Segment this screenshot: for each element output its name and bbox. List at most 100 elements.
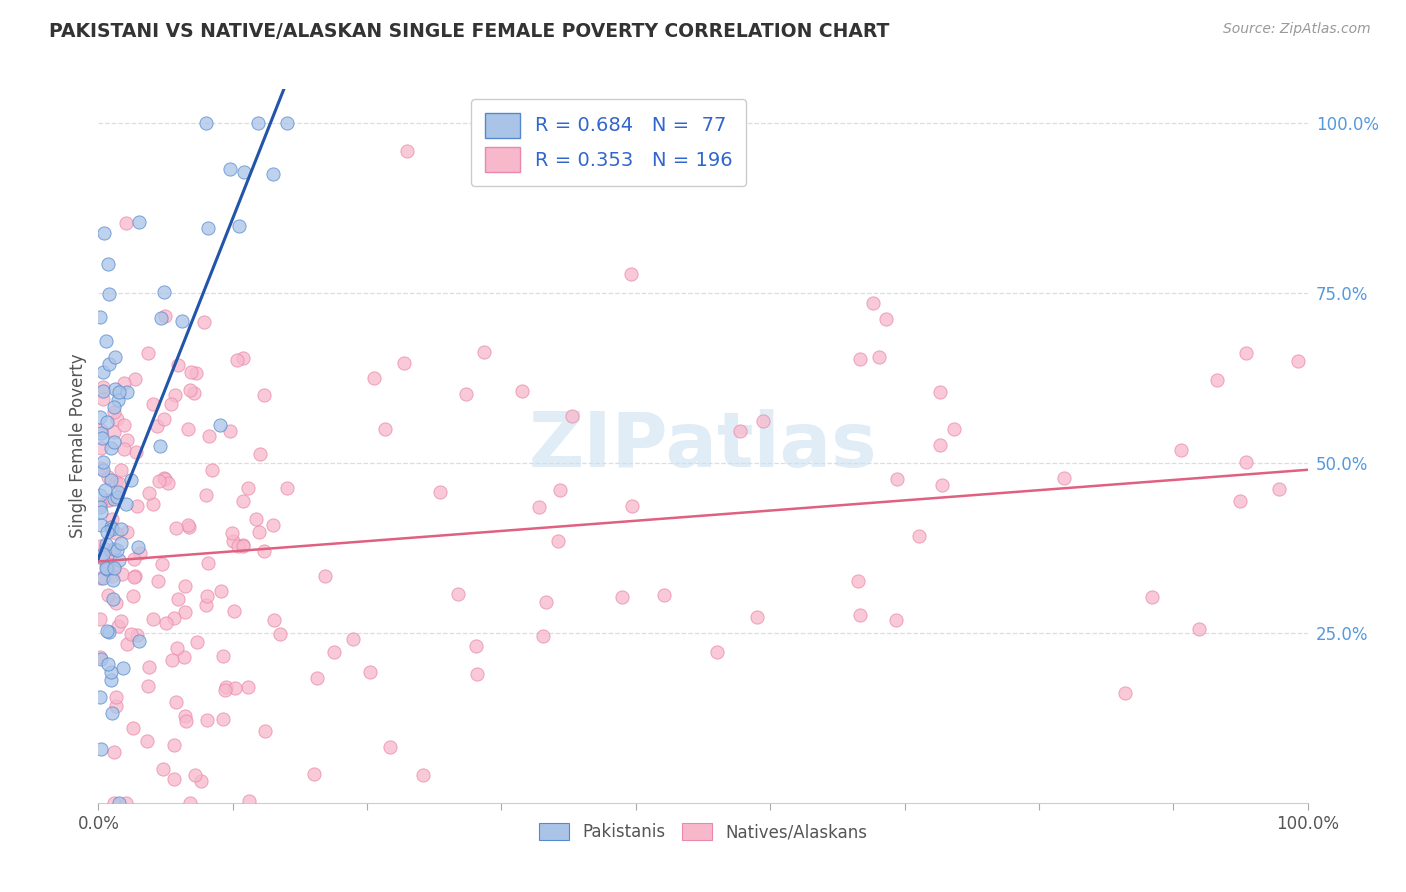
Point xyxy=(103,796,125,810)
Point xyxy=(89,500,111,514)
Point xyxy=(101,545,124,559)
Text: Source: ZipAtlas.com: Source: ZipAtlas.com xyxy=(1223,22,1371,37)
Point xyxy=(197,220,219,235)
Point xyxy=(246,116,269,130)
Point xyxy=(89,497,111,511)
Point xyxy=(98,287,121,301)
Point xyxy=(91,392,114,406)
Point xyxy=(125,628,148,642)
Point xyxy=(97,470,120,484)
Point xyxy=(97,588,120,602)
Point xyxy=(195,713,218,727)
Point xyxy=(120,473,142,487)
Point xyxy=(186,635,208,649)
Point xyxy=(166,641,188,656)
Point xyxy=(114,796,136,810)
Point xyxy=(94,334,117,348)
Point xyxy=(107,619,129,633)
Point xyxy=(115,216,138,230)
Point xyxy=(96,415,118,429)
Point xyxy=(222,534,245,549)
Point xyxy=(97,493,120,508)
Point xyxy=(262,167,284,181)
Point xyxy=(146,419,169,434)
Point xyxy=(90,426,112,441)
Point xyxy=(136,346,159,360)
Point xyxy=(142,397,165,411)
Point xyxy=(174,578,197,592)
Point xyxy=(104,382,127,396)
Point xyxy=(464,639,486,653)
Point xyxy=(138,660,160,674)
Point xyxy=(1140,591,1163,605)
Y-axis label: Single Female Poverty: Single Female Poverty xyxy=(69,354,87,538)
Point xyxy=(103,434,125,449)
Text: PAKISTANI VS NATIVE/ALASKAN SINGLE FEMALE POVERTY CORRELATION CHART: PAKISTANI VS NATIVE/ALASKAN SINGLE FEMAL… xyxy=(49,22,890,41)
Point xyxy=(148,475,170,489)
Point xyxy=(110,462,132,476)
Point xyxy=(942,422,965,436)
Point xyxy=(89,649,111,664)
Point xyxy=(96,624,118,639)
Point xyxy=(162,653,184,667)
Point xyxy=(125,445,148,459)
Point xyxy=(548,483,571,497)
Point xyxy=(218,424,240,438)
Point xyxy=(94,537,117,551)
Point xyxy=(176,517,198,532)
Point xyxy=(201,462,224,476)
Point xyxy=(103,561,125,575)
Point xyxy=(121,722,143,736)
Point xyxy=(752,414,775,428)
Point xyxy=(105,525,128,540)
Point xyxy=(561,409,583,423)
Point xyxy=(706,645,728,659)
Point xyxy=(89,539,111,553)
Point xyxy=(89,461,111,475)
Point xyxy=(153,471,176,485)
Point xyxy=(620,267,643,281)
Point xyxy=(89,409,111,424)
Point xyxy=(89,612,111,626)
Point xyxy=(108,553,131,567)
Point xyxy=(1286,354,1309,368)
Point xyxy=(103,401,125,415)
Point xyxy=(211,648,233,663)
Point xyxy=(1234,455,1257,469)
Point xyxy=(115,525,138,540)
Point xyxy=(177,520,200,534)
Point xyxy=(253,723,276,738)
Point xyxy=(172,314,194,328)
Point xyxy=(89,550,111,565)
Point xyxy=(90,423,112,437)
Point xyxy=(100,473,122,487)
Point xyxy=(211,713,233,727)
Point xyxy=(510,384,533,398)
Point xyxy=(184,366,207,380)
Point xyxy=(94,561,117,575)
Point xyxy=(180,365,202,379)
Point xyxy=(103,745,125,759)
Point xyxy=(224,604,246,618)
Point xyxy=(652,588,675,602)
Point xyxy=(124,372,146,386)
Point xyxy=(105,490,128,504)
Point xyxy=(96,524,118,539)
Point xyxy=(226,539,249,553)
Point xyxy=(90,652,112,666)
Point xyxy=(101,706,124,721)
Point xyxy=(142,612,165,626)
Point xyxy=(307,672,329,686)
Point xyxy=(465,666,488,681)
Point xyxy=(363,370,385,384)
Point xyxy=(215,680,238,694)
Point xyxy=(163,772,186,786)
Point xyxy=(104,475,127,489)
Point xyxy=(114,497,136,511)
Point xyxy=(91,571,114,585)
Point xyxy=(472,345,495,359)
Point xyxy=(96,561,118,575)
Point xyxy=(115,384,138,399)
Point xyxy=(527,500,550,514)
Point xyxy=(128,634,150,648)
